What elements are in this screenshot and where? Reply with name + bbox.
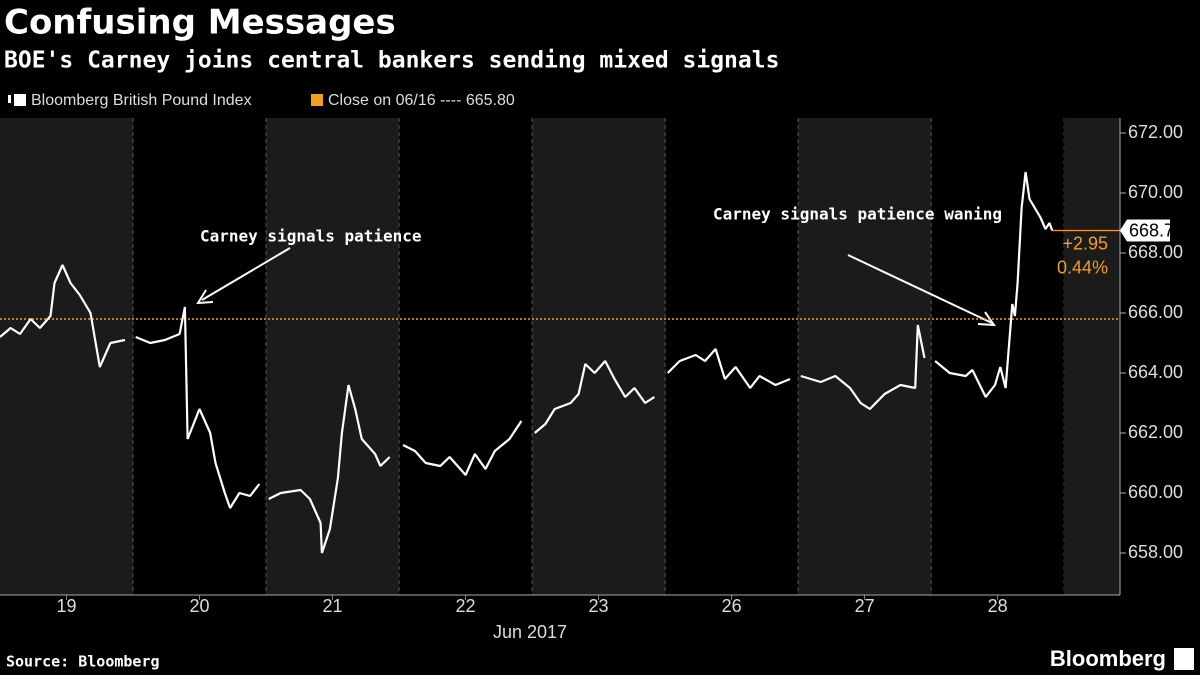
annotation: Carney signals patience waning [713,205,1002,224]
source: Source: Bloomberg [6,653,160,671]
x-tick-label: 27 [855,596,875,616]
chart-title: Confusing Messages [4,3,396,43]
price-line [0,171,1054,554]
legend-label: Close on 06/16 ---- 665.80 [328,92,515,109]
last-value-label: 668.75 [1129,220,1184,240]
day-band [798,118,932,595]
change-pct-label: 0.44% [1057,257,1108,277]
x-axis-label: Jun 2017 [493,622,567,642]
x-tick-label: 21 [323,596,343,616]
arrow-head [196,289,214,305]
arrow-head [977,311,996,327]
y-tick-label: 672.00 [1128,122,1183,142]
brand: Bloomberg [1050,646,1166,671]
brand-icon [1174,648,1194,670]
y-tick-label: 666.00 [1128,302,1183,322]
legend-label: Bloomberg British Pound Index [31,92,252,109]
y-tick-label: 658.00 [1128,542,1183,562]
annotation-arrow [201,247,291,301]
last-value-box [1120,219,1170,242]
x-tick-label: 28 [988,596,1008,616]
y-tick-label: 668.00 [1128,242,1183,262]
day-band [1064,118,1120,595]
day-band [266,118,400,595]
day-band [0,118,134,595]
legend-swatch [311,94,323,106]
legend-swatch [14,94,26,106]
annotation: Carney signals patience [200,227,422,246]
y-tick-label: 660.00 [1128,482,1183,502]
bands [0,118,1120,595]
chart-subtitle: BOE's Carney joins central bankers sendi… [4,48,779,74]
y-tick-label: 664.00 [1128,362,1183,382]
x-tick-label: 23 [589,596,609,616]
annotation-arrow [847,254,993,324]
change-label: +2.95 [1062,233,1108,253]
x-tick-label: 20 [190,596,210,616]
legend-icon-stem [8,95,11,103]
y-tick-label: 662.00 [1128,422,1183,442]
y-tick-label: 670.00 [1128,182,1183,202]
x-tick-label: 26 [722,596,742,616]
x-tick-label: 19 [56,596,76,616]
x-tick-label: 22 [456,596,476,616]
day-band [532,118,666,595]
